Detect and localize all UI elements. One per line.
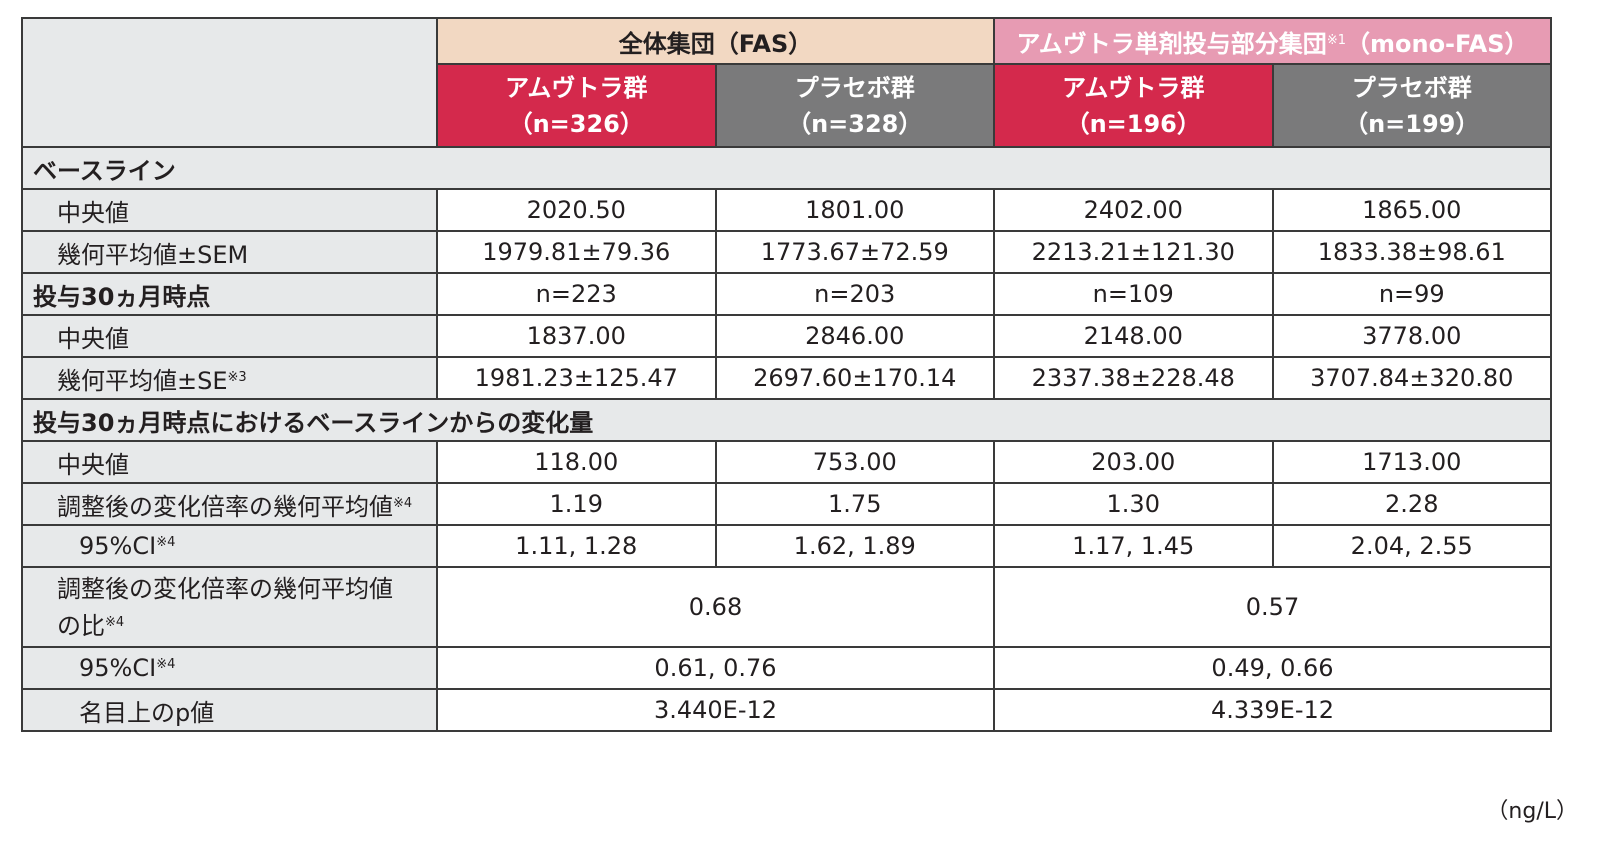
table-cell: 2402.00 bbox=[993, 188, 1274, 232]
arm-name: プラセボ群 bbox=[1351, 73, 1472, 102]
table-cell: 1.62, 1.89 bbox=[714, 524, 995, 568]
table-cell: 1.11, 1.28 bbox=[436, 524, 717, 568]
table-cell: 1713.00 bbox=[1271, 440, 1552, 484]
footnote-marker: ※3 bbox=[227, 369, 247, 385]
arm-n: （n=328） bbox=[787, 109, 923, 138]
table-cell: 1.19 bbox=[436, 482, 717, 526]
row-label: 95%CI※4 bbox=[21, 646, 438, 690]
table-cell: n=99 bbox=[1271, 272, 1552, 316]
results-table: 全体集団（FAS） アムヴトラ単剤投与部分集団※1（mono-FAS） アムヴト… bbox=[21, 17, 1552, 732]
section-baseline: ベースライン bbox=[21, 146, 1552, 190]
table-cell: 1.30 bbox=[993, 482, 1274, 526]
row-label-text: 調整後の変化倍率の幾何平均値 bbox=[57, 492, 393, 521]
row-label: 中央値 bbox=[21, 188, 438, 232]
row-label: 幾何平均値±SEM bbox=[21, 230, 438, 274]
arm-header-mono-placebo: プラセボ群 （n=199） bbox=[1271, 63, 1552, 148]
table-row: 幾何平均値±SEM 1979.81±79.36 1773.67±72.59 22… bbox=[21, 230, 1552, 274]
row-label-text: 幾何平均値±SE bbox=[57, 366, 228, 395]
table-row: 中央値 2020.50 1801.00 2402.00 1865.00 bbox=[21, 188, 1552, 232]
table-cell: 2.28 bbox=[1271, 482, 1552, 526]
table-cell: 3778.00 bbox=[1271, 314, 1552, 358]
arm-name: プラセボ群 bbox=[794, 73, 915, 102]
row-label-text: 95%CI bbox=[79, 654, 157, 682]
table-cell: 1.75 bbox=[714, 482, 995, 526]
group-mono-label: アムヴトラ単剤投与部分集団 bbox=[1016, 29, 1327, 58]
table-row: 95%CI※4 1.11, 1.28 1.62, 1.89 1.17, 1.45… bbox=[21, 524, 1552, 568]
table-cell: n=109 bbox=[993, 272, 1274, 316]
table-cell: 2213.21±121.30 bbox=[993, 230, 1274, 274]
table-cell: 753.00 bbox=[714, 440, 995, 484]
row-label: 幾何平均値±SE※3 bbox=[21, 356, 438, 400]
table-cell: 2020.50 bbox=[436, 188, 717, 232]
arm-header-fas-placebo: プラセボ群 （n=328） bbox=[714, 63, 995, 148]
table-cell: 2148.00 bbox=[993, 314, 1274, 358]
row-label-line2: の比 bbox=[57, 611, 105, 640]
footnote-marker: ※4 bbox=[393, 495, 413, 511]
group-header-fas: 全体集団（FAS） bbox=[436, 17, 995, 65]
table-cell: 1837.00 bbox=[436, 314, 717, 358]
table-cell: 1773.67±72.59 bbox=[714, 230, 995, 274]
table-cell: 2.04, 2.55 bbox=[1271, 524, 1552, 568]
table-row: 名目上のp値 3.440E-12 4.339E-12 bbox=[21, 688, 1552, 732]
table-row: 調整後の変化倍率の幾何平均値※4 1.19 1.75 1.30 2.28 bbox=[21, 482, 1552, 526]
footnote-marker: ※4 bbox=[105, 614, 125, 630]
table-row: 95%CI※4 0.61, 0.76 0.49, 0.66 bbox=[21, 646, 1552, 690]
table-cell: 1981.23±125.47 bbox=[436, 356, 717, 400]
row-label: 95%CI※4 bbox=[21, 524, 438, 568]
row-label-line2-wrap: の比※4 bbox=[57, 606, 436, 643]
table-row: 投与30ヵ月時点 n=223 n=203 n=109 n=99 bbox=[21, 272, 1552, 316]
group-header-mono: アムヴトラ単剤投与部分集団※1（mono-FAS） bbox=[993, 17, 1552, 65]
table-cell: 1.17, 1.45 bbox=[993, 524, 1274, 568]
section-month30: 投与30ヵ月時点 bbox=[21, 272, 438, 316]
table-corner bbox=[21, 17, 438, 148]
table-cell: 1801.00 bbox=[714, 188, 995, 232]
table-row: 幾何平均値±SE※3 1981.23±125.47 2697.60±170.14… bbox=[21, 356, 1552, 400]
unit-label: （ng/L） bbox=[1486, 799, 1578, 824]
table-cell: n=223 bbox=[436, 272, 717, 316]
table-cell: n=203 bbox=[714, 272, 995, 316]
table-row: 中央値 118.00 753.00 203.00 1713.00 bbox=[21, 440, 1552, 484]
table-cell: 0.57 bbox=[993, 566, 1552, 648]
group-mono-suffix: （mono-FAS） bbox=[1345, 29, 1529, 58]
table-cell: 118.00 bbox=[436, 440, 717, 484]
arm-header-fas-drug: アムヴトラ群 （n=326） bbox=[436, 63, 717, 148]
arm-n: （n=196） bbox=[1065, 109, 1201, 138]
table-cell: 1979.81±79.36 bbox=[436, 230, 717, 274]
row-label: 調整後の変化倍率の幾何平均値 の比※4 bbox=[21, 566, 438, 648]
arm-n: （n=199） bbox=[1344, 109, 1480, 138]
table-cell: 2846.00 bbox=[714, 314, 995, 358]
table-cell: 203.00 bbox=[993, 440, 1274, 484]
table-cell: 0.68 bbox=[436, 566, 995, 648]
arm-header-mono-drug: アムヴトラ群 （n=196） bbox=[993, 63, 1274, 148]
section-change: 投与30ヵ月時点におけるベースラインからの変化量 bbox=[21, 398, 1552, 442]
row-label: 調整後の変化倍率の幾何平均値※4 bbox=[21, 482, 438, 526]
arm-n: （n=326） bbox=[508, 109, 644, 138]
row-label-line1: 調整後の変化倍率の幾何平均値 bbox=[57, 574, 393, 603]
table-cell: 4.339E-12 bbox=[993, 688, 1552, 732]
table-cell: 2337.38±228.48 bbox=[993, 356, 1274, 400]
table-row: 中央値 1837.00 2846.00 2148.00 3778.00 bbox=[21, 314, 1552, 358]
footnote-marker: ※4 bbox=[156, 657, 176, 672]
table-row: 調整後の変化倍率の幾何平均値 の比※4 0.68 0.57 bbox=[21, 566, 1552, 648]
row-label: 名目上のp値 bbox=[21, 688, 438, 732]
table-cell: 3.440E-12 bbox=[436, 688, 995, 732]
arm-name: アムヴトラ群 bbox=[1062, 73, 1205, 102]
footnote-marker: ※4 bbox=[156, 535, 176, 550]
table-cell: 0.61, 0.76 bbox=[436, 646, 995, 690]
footnote-marker: ※1 bbox=[1326, 32, 1346, 48]
table-cell: 0.49, 0.66 bbox=[993, 646, 1552, 690]
table-cell: 3707.84±320.80 bbox=[1271, 356, 1552, 400]
row-label-text: 95%CI bbox=[79, 532, 157, 560]
row-label: 中央値 bbox=[21, 440, 438, 484]
table-cell: 1865.00 bbox=[1271, 188, 1552, 232]
table-cell: 1833.38±98.61 bbox=[1271, 230, 1552, 274]
table-cell: 2697.60±170.14 bbox=[714, 356, 995, 400]
arm-name: アムヴトラ群 bbox=[505, 73, 648, 102]
row-label: 中央値 bbox=[21, 314, 438, 358]
